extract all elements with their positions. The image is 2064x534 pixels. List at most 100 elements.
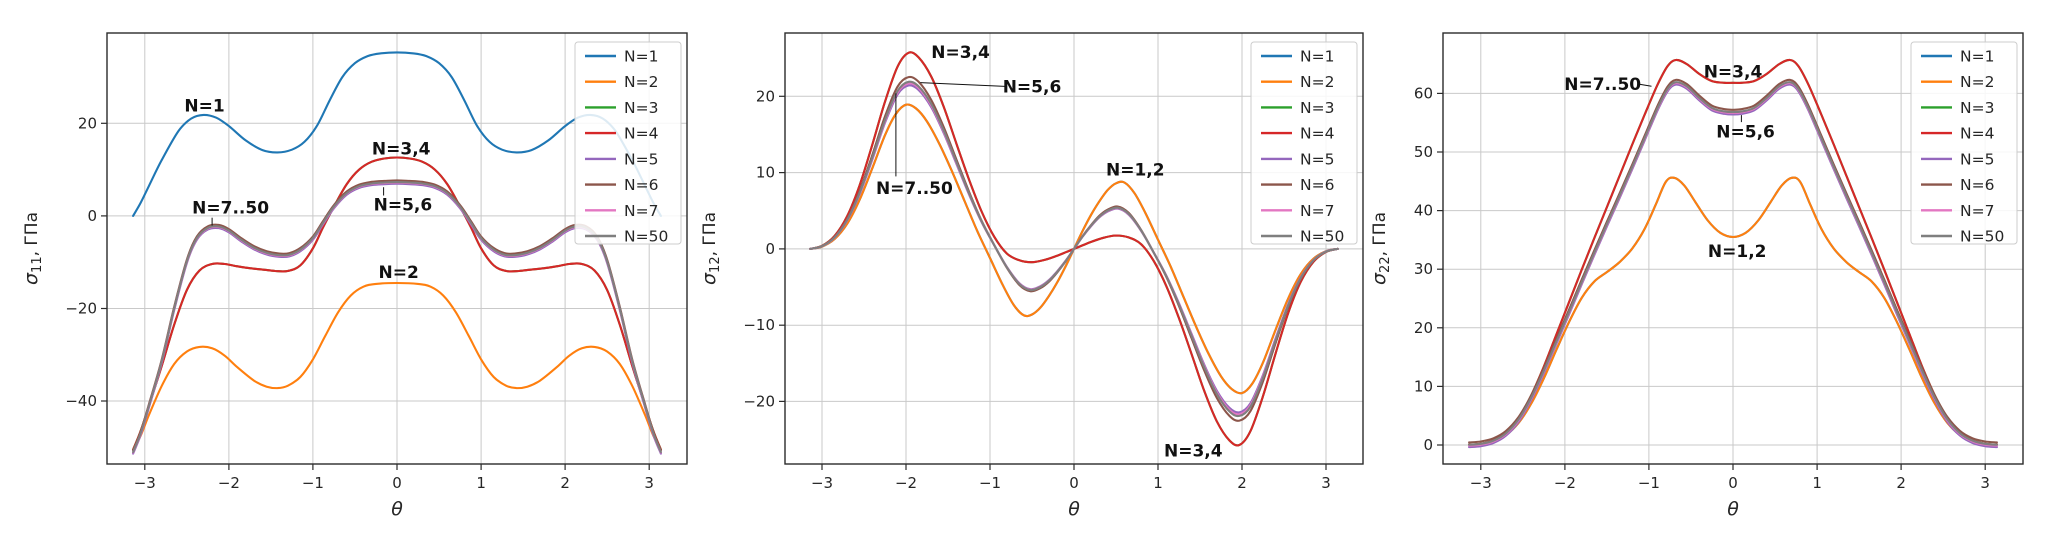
x-tick-label: 0 <box>392 474 402 492</box>
x-tick-label: −1 <box>1638 474 1660 492</box>
x-tick-label: 0 <box>1728 474 1738 492</box>
annotations: N=1 N=3,4 N=5,6 N=7..50 N=2 <box>184 97 432 283</box>
legend-label: N=5 <box>1960 150 1994 168</box>
x-tick-label: 1 <box>1812 474 1822 492</box>
annotation: N=1,2 <box>1106 161 1165 181</box>
legend-item-N=5: N=5 <box>1261 150 1334 168</box>
legend-label: N=7 <box>624 202 658 220</box>
legend-item-N=5: N=5 <box>585 150 658 168</box>
legend-label: N=3 <box>1960 99 1994 117</box>
annotation: N=1,2 <box>1708 242 1767 262</box>
legend-label: N=3 <box>1300 99 1334 117</box>
legend-label: N=2 <box>1300 73 1334 91</box>
y-axis-label: σ12, ГПа <box>698 212 723 285</box>
legend-item-N=2: N=2 <box>1261 73 1334 91</box>
x-tick-label: −2 <box>218 474 240 492</box>
y-tick-label: 30 <box>1414 260 1433 278</box>
annotation: N=2 <box>379 263 419 283</box>
x-tick-label: −2 <box>895 474 917 492</box>
x-tick-label: 2 <box>1896 474 1906 492</box>
legend-item-N=6: N=6 <box>1921 176 1994 194</box>
annotation: N=7..50 <box>876 179 953 199</box>
annotation: N=5,6 <box>1716 123 1775 143</box>
annotation: N=3,4 <box>1164 441 1223 461</box>
annotation: N=5,6 <box>374 195 433 215</box>
annotation: N=7..50 <box>192 199 269 219</box>
legend-box <box>1250 41 1358 245</box>
x-tick-label: 3 <box>1980 474 1990 492</box>
legend-item-N=4: N=4 <box>1261 125 1334 143</box>
y-axis-label: σ22, ГПа <box>1368 212 1393 285</box>
legend-box <box>574 41 682 245</box>
x-axis-label: θ <box>1727 498 1739 520</box>
curves <box>809 51 1339 447</box>
curves <box>132 51 662 455</box>
legend-item-N=50: N=50 <box>585 228 668 246</box>
x-tick-label: −3 <box>134 474 156 492</box>
legend-label: N=7 <box>1960 202 1994 220</box>
curve-N=2 <box>1468 176 1998 446</box>
legend-item-N=5: N=5 <box>1921 150 1994 168</box>
x-tick-label: 0 <box>1069 474 1079 492</box>
y-tick-label: 40 <box>1414 202 1433 220</box>
x-tick-label: 1 <box>476 474 486 492</box>
annotations: N=3,4 N=5,6 N=7..50 N=1,2 N=3,4 <box>876 43 1223 461</box>
legend-label: N=1 <box>1300 48 1334 66</box>
annotation: N=3,4 <box>372 139 431 159</box>
x-tick-label: 3 <box>644 474 654 492</box>
legend-item-N=1: N=1 <box>585 48 658 66</box>
y-tick-label: −10 <box>743 316 775 334</box>
x-tick-label: 2 <box>560 474 570 492</box>
x-tick-label: −3 <box>811 474 833 492</box>
annotations: N=3,4 N=7..50 N=5,6 N=1,2 <box>1564 63 1775 262</box>
x-tick-label: −1 <box>302 474 324 492</box>
legend-box <box>1910 41 2018 245</box>
annotation: N=3,4 <box>931 43 990 63</box>
curve-N=50 <box>809 80 1339 418</box>
legend-label: N=2 <box>1960 73 1994 91</box>
legend-label: N=50 <box>1300 228 1344 246</box>
curve-N=50 <box>1468 81 1998 446</box>
y-tick-label: 0 <box>765 240 775 258</box>
curves <box>1468 58 1998 449</box>
legend-item-N=7: N=7 <box>1921 202 1994 220</box>
legend-item-N=6: N=6 <box>585 176 658 194</box>
y-tick-label: 10 <box>1414 377 1433 395</box>
x-tick-label: 2 <box>1237 474 1247 492</box>
legend: N=1 N=2 N=3 N=4 N=5 N=6 N=7 N=50 <box>1250 41 1358 246</box>
legend-item-N=50: N=50 <box>1921 228 2004 246</box>
legend-label: N=6 <box>1960 176 1994 194</box>
legend-item-N=4: N=4 <box>585 125 658 143</box>
annotation: N=5,6 <box>1003 77 1062 97</box>
annotation: N=1 <box>184 97 224 117</box>
x-tick-label: 3 <box>1321 474 1331 492</box>
legend-label: N=6 <box>1300 176 1334 194</box>
x-tick-label: −1 <box>979 474 1001 492</box>
y-tick-label: 50 <box>1414 143 1433 161</box>
legend-label: N=7 <box>1300 202 1334 220</box>
legend-label: N=4 <box>624 125 658 143</box>
legend-item-N=6: N=6 <box>1261 176 1334 194</box>
legend-label: N=50 <box>624 228 668 246</box>
y-tick-label: 20 <box>1414 319 1433 337</box>
legend: N=1 N=2 N=3 N=4 N=5 N=6 N=7 N=50 <box>1910 41 2018 246</box>
curve-N=4 <box>132 156 662 451</box>
legend-item-N=1: N=1 <box>1261 48 1334 66</box>
chart-sigma11: −3 −2 −1 0 1 2 3 −40 −20 0 20 θ σ11, ГПа N=1 N=3,4 N=5,… <box>20 32 688 520</box>
legend: N=1 N=2 N=3 N=4 N=5 N=6 N=7 N=50 <box>574 41 682 246</box>
legend-label: N=5 <box>1300 150 1334 168</box>
legend-item-N=7: N=7 <box>1261 202 1334 220</box>
legend-item-N=4: N=4 <box>1921 125 1994 143</box>
legend-item-N=3: N=3 <box>1261 99 1334 117</box>
y-tick-label: 0 <box>87 207 97 225</box>
annotation: N=3,4 <box>1704 63 1763 83</box>
y-tick-label: 10 <box>756 164 775 182</box>
legend-item-N=3: N=3 <box>585 99 658 117</box>
annotation-leader <box>1637 83 1652 87</box>
curve-N=4 <box>1468 58 1998 446</box>
y-tick-label: 0 <box>1423 436 1433 454</box>
